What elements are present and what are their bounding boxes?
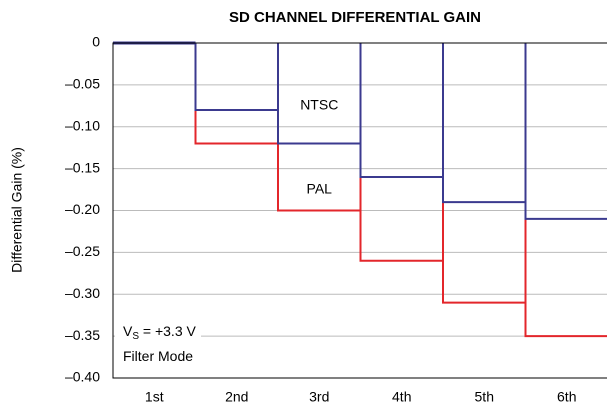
series-label: PAL: [307, 180, 333, 196]
y-tick-label: –0.05: [65, 76, 100, 92]
y-tick-label: –0.40: [65, 369, 100, 385]
x-tick-label: 4th: [392, 389, 411, 405]
y-tick-label: 0: [92, 34, 100, 50]
step: [359, 43, 444, 262]
x-tick-label: 3rd: [309, 389, 329, 405]
note-part: = +3.3 V: [139, 323, 196, 339]
step: [194, 43, 279, 111]
x-tick-label: 5th: [475, 389, 494, 405]
step: [524, 43, 607, 220]
step: [277, 43, 362, 145]
y-tick-label: –0.10: [65, 117, 100, 133]
note-line1: VS = +3.3 V: [123, 323, 196, 342]
step: [194, 43, 279, 145]
note: VS = +3.3 V Filter Mode: [115, 323, 201, 374]
note-background: [115, 323, 201, 374]
y-tick-label: –0.35: [65, 327, 100, 343]
y-tick-label: –0.15: [65, 159, 100, 175]
y-tick-label: –0.20: [65, 201, 100, 217]
plot-border: [112, 42, 607, 379]
chart-title: SD CHANNEL DIFFERENTIAL GAIN: [229, 9, 481, 26]
series-label: NTSC: [300, 97, 338, 113]
step: [524, 43, 607, 338]
note-part: S: [132, 331, 139, 342]
x-tick-label: 1st: [145, 389, 164, 405]
step: [442, 43, 527, 304]
x-tick-label: 6th: [557, 389, 576, 405]
x-tick-label: 2nd: [225, 389, 248, 405]
step: [442, 43, 527, 204]
y-tick-label: –0.30: [65, 285, 100, 301]
y-axis-label: Differential Gain (%): [9, 147, 25, 273]
y-tick-label: –0.25: [65, 243, 100, 259]
step: [359, 43, 444, 178]
note-part: V: [123, 323, 133, 339]
note-line2: Filter Mode: [123, 348, 193, 364]
